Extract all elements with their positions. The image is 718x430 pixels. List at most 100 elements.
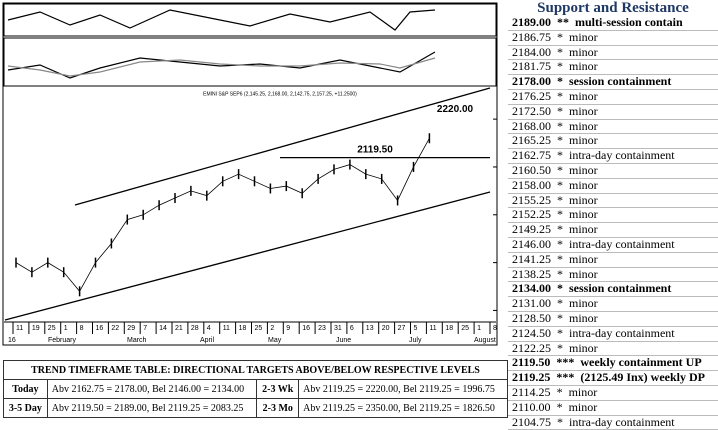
x-tick-label: 11 — [429, 325, 436, 332]
macd-line — [7, 51, 436, 79]
sr-stars: * — [556, 399, 563, 414]
sr-stars: * — [557, 236, 563, 251]
sr-row: 2138.25 * minor — [508, 266, 718, 283]
sr-stars: * — [557, 74, 563, 89]
sr-stars: * — [557, 29, 563, 44]
sr-row: 2119.50 *** weekly containment UP — [508, 355, 718, 372]
x-tick-label: 27 — [398, 325, 406, 332]
table-cell: Abv 2119.25 = 2350.00, Bel 2119.25 = 182… — [298, 398, 508, 418]
x-tick-label: 14 — [159, 325, 167, 332]
x-tick-label: 20 — [382, 325, 390, 332]
sr-level: 2172.50 — [512, 103, 551, 118]
sr-row: 2152.25 * minor — [508, 207, 718, 224]
month-label: July — [409, 337, 422, 344]
sr-level: 2131.00 — [512, 296, 551, 311]
x-tick-label: 25 — [255, 325, 263, 332]
sr-stars: * — [557, 222, 563, 237]
sr-level: 2158.00 — [512, 177, 551, 192]
sr-note: minor — [569, 251, 598, 266]
sr-note: minor — [569, 266, 598, 281]
sr-row: 2189.00 ** multi-session contain — [508, 15, 718, 31]
sr-note: session containment — [569, 281, 672, 296]
level-label: 2119.50 — [357, 144, 393, 155]
sr-level: 2138.25 — [512, 266, 551, 281]
sr-note: minor — [569, 192, 598, 207]
sr-level: 2146.00 — [512, 236, 551, 251]
sr-note: multi-session contain — [575, 15, 683, 29]
x-tick-label: 28 — [191, 325, 199, 332]
x-tick-label: 11 — [223, 325, 230, 332]
table-cell: Abv 2119.50 = 2189.00, Bel 2119.25 = 208… — [46, 398, 258, 418]
table-cell: 2-3 Wk — [256, 379, 300, 399]
sr-stars: * — [556, 384, 563, 399]
sr-row: 2158.00 * minor — [508, 177, 718, 194]
sr-stars: * — [557, 325, 563, 340]
sr-stars: * — [557, 340, 563, 355]
stoch-line — [7, 9, 436, 31]
sr-note: minor — [569, 59, 598, 74]
sr-level: 2149.25 — [512, 222, 551, 237]
sr-note: minor — [569, 133, 598, 148]
x-tick-label: 16 — [96, 325, 104, 332]
sr-level: 2168.00 — [512, 118, 551, 133]
support-resistance: Support and Resistance 2189.00 ** multi-se… — [508, 0, 718, 430]
sr-note: minor — [569, 88, 598, 103]
sr-row: 2155.25 * minor — [508, 192, 718, 209]
sr-note: intra-day containment — [569, 325, 675, 340]
sr-row: 2141.25 * minor — [508, 251, 718, 268]
sr-note: minor — [569, 44, 598, 59]
sr-level: 2124.50 — [512, 325, 551, 340]
sr-level: 2141.25 — [512, 251, 551, 266]
chart-frame — [2, 2, 498, 346]
x-tick-label: 21 — [175, 325, 183, 332]
stoch-panel — [3, 3, 497, 37]
x-tick-label: 13 — [366, 325, 374, 332]
sr-level: 2160.50 — [512, 162, 551, 177]
sr-note: session containment — [569, 74, 672, 89]
sr-note: minor — [569, 103, 598, 118]
target-label: 2220.00 — [437, 104, 474, 115]
sr-row: 2128.50 * minor — [508, 310, 718, 327]
sr-stars: * — [557, 118, 563, 133]
sr-row: 2181.75 * minor — [508, 59, 718, 76]
x-tick-label: 23 — [318, 325, 326, 332]
sr-row: 2134.00 * session containment — [508, 281, 718, 298]
sr-stars: * — [557, 414, 563, 429]
sr-row: 2172.50 * minor — [508, 103, 718, 120]
sr-row: 2162.75 * intra-day containment — [508, 148, 718, 164]
sr-row: 2124.50 * intra-day containment — [508, 325, 718, 342]
x-tick-label: 29 — [127, 325, 135, 332]
sr-note: minor — [569, 310, 598, 325]
macd-panel — [3, 37, 497, 87]
x-tick-label: 8 — [80, 325, 84, 332]
sr-level: 2134.00 — [512, 281, 551, 296]
table-cell: 3-5 Day — [3, 398, 48, 418]
sr-row: 2149.25 * minor — [508, 222, 718, 238]
sr-stars: * — [557, 192, 563, 207]
sr-stars: * — [557, 251, 563, 266]
sr-row: 2184.00 * minor — [508, 44, 718, 61]
sr-stars: *** — [556, 370, 575, 385]
price-line — [15, 138, 430, 293]
lower-channel — [4, 191, 491, 321]
sr-level: 2181.75 — [512, 59, 551, 74]
sr-row: 2110.00 * minor — [508, 399, 718, 416]
sr-stars: * — [557, 310, 563, 325]
sr-level: 2155.25 — [512, 192, 551, 207]
sr-list: 2189.00 ** multi-session contain 2186.75 * mi… — [508, 15, 718, 430]
sr-note: minor — [569, 162, 598, 177]
sr-note: minor — [569, 340, 598, 355]
sr-note: minor — [569, 207, 598, 222]
table-cell: Abv 2119.25 = 2220.00, Bel 2119.25 = 199… — [298, 379, 508, 399]
sr-stars: * — [557, 88, 563, 103]
x-tick-label: 19 — [32, 325, 40, 332]
x-tick-label: 1 — [64, 325, 68, 332]
sr-row: 2168.00 * minor — [508, 118, 718, 135]
x-tick-label: 6 — [350, 325, 354, 332]
sr-stars: * — [557, 296, 563, 311]
x-tick-label: 5 — [414, 325, 418, 332]
sr-note: minor — [569, 177, 598, 192]
sr-note: minor — [568, 384, 598, 399]
sr-stars: * — [557, 44, 563, 59]
